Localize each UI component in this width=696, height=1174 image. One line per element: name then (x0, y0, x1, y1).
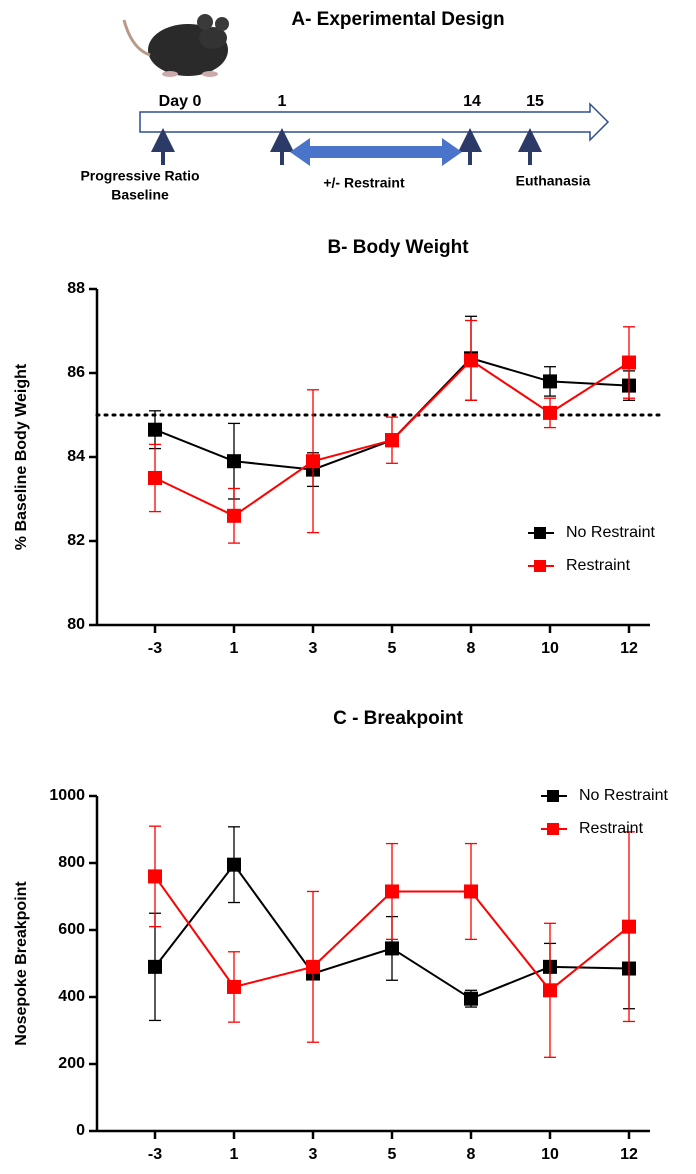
y-tick-label: 0 (76, 1122, 85, 1139)
x-tick-label: 5 (388, 640, 397, 657)
marker (227, 858, 241, 872)
marker (543, 983, 557, 997)
marker (148, 471, 162, 485)
legend-label: No Restraint (579, 787, 668, 804)
x-tick-label: 5 (388, 1146, 397, 1163)
x-tick-label: -3 (148, 640, 162, 657)
x-tick-label: 3 (309, 640, 318, 657)
legend-swatch (547, 823, 559, 835)
marker (464, 992, 478, 1006)
y-tick-label: 800 (58, 854, 85, 871)
mouse-illustration (124, 14, 229, 77)
timeline-label: Day 0 (159, 93, 202, 110)
marker (543, 406, 557, 420)
timeline-label: 15 (526, 93, 544, 110)
legend-label: No Restraint (566, 524, 655, 541)
event-label: Progressive Ratio (80, 168, 199, 184)
y-tick-label: 88 (67, 280, 85, 297)
marker (227, 454, 241, 468)
x-tick-label: 12 (620, 640, 638, 657)
marker (622, 920, 636, 934)
x-tick-label: 1 (230, 1146, 239, 1163)
y-axis-label: Nosepoke Breakpoint (13, 881, 30, 1046)
marker (148, 423, 162, 437)
y-tick-label: 200 (58, 1055, 85, 1072)
page: A- Experimental Design Day 0 1 14 15 Pro… (0, 0, 696, 1174)
legend-label: Restraint (566, 557, 631, 574)
marker (543, 374, 557, 388)
x-tick-label: 8 (467, 640, 476, 657)
marker (227, 509, 241, 523)
y-tick-label: 84 (67, 448, 85, 465)
marker (148, 960, 162, 974)
y-axis-label: % Baseline Body Weight (13, 363, 30, 550)
legend-swatch (547, 790, 559, 802)
x-tick-label: 1 (230, 640, 239, 657)
x-tick-label: 10 (541, 640, 559, 657)
y-tick-label: 86 (67, 364, 85, 381)
marker (385, 433, 399, 447)
y-tick-label: 1000 (49, 787, 85, 804)
legend-label: Restraint (579, 820, 644, 837)
x-tick-label: 12 (620, 1146, 638, 1163)
marker (464, 353, 478, 367)
marker (148, 869, 162, 883)
y-tick-label: 400 (58, 988, 85, 1005)
timeline-label: 14 (463, 93, 481, 110)
figure: A- Experimental Design Day 0 1 14 15 Pro… (0, 0, 696, 1169)
x-tick-label: 10 (541, 1146, 559, 1163)
chart-title: B- Body Weight (327, 237, 469, 258)
legend-swatch (534, 560, 546, 572)
event-label: Baseline (111, 187, 169, 203)
legend-swatch (534, 527, 546, 539)
y-tick-label: 80 (67, 616, 85, 633)
y-tick-label: 82 (67, 532, 85, 549)
marker (227, 980, 241, 994)
marker (622, 356, 636, 370)
event-label: +/- Restraint (323, 175, 405, 191)
design-title: A- Experimental Design (291, 9, 504, 30)
y-tick-label: 600 (58, 921, 85, 938)
event-label: Euthanasia (516, 173, 591, 189)
chart-title: C - Breakpoint (333, 708, 464, 729)
marker (306, 960, 320, 974)
marker (464, 884, 478, 898)
marker (306, 454, 320, 468)
marker (385, 941, 399, 955)
restraint-arrow (290, 138, 462, 166)
x-tick-label: -3 (148, 1146, 162, 1163)
marker (385, 884, 399, 898)
x-tick-label: 8 (467, 1146, 476, 1163)
timeline-label: 1 (278, 93, 287, 110)
x-tick-label: 3 (309, 1146, 318, 1163)
